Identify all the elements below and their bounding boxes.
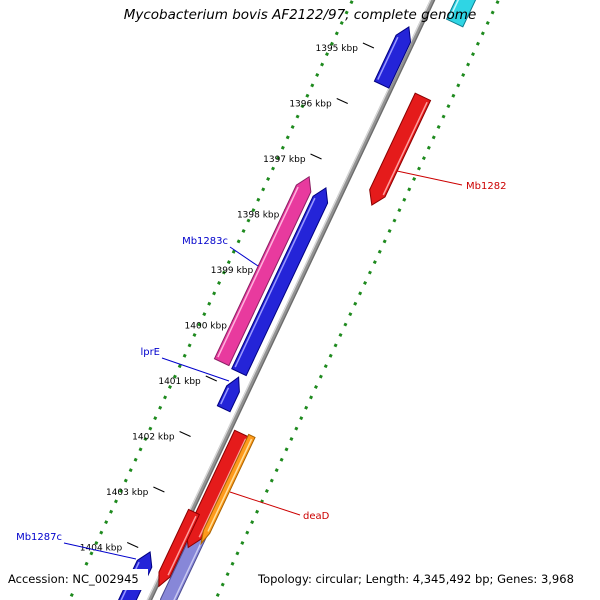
ruler-tick-label: 1404 kbp — [80, 544, 123, 554]
gene-gloss — [198, 438, 247, 538]
genome-backbone — [146, 0, 436, 600]
gene-shape-gene-top-cyan — [445, 0, 478, 28]
gene-label-Mb1282[interactable]: Mb1282 — [466, 181, 506, 192]
gene-shape-Mb1283c — [213, 175, 312, 367]
gene-shape-lprE — [216, 376, 240, 413]
ruler-tick-label: 1397 kbp — [263, 155, 306, 165]
ruler-tick — [179, 431, 191, 437]
genome-backbone-shadow — [150, 0, 436, 600]
gene-leader-lprE — [161, 357, 230, 382]
gene-leader-Mb1282 — [396, 170, 463, 186]
gene-arrow-lprE[interactable] — [216, 374, 245, 413]
gene-shape-gene-1395-blue — [373, 26, 412, 89]
genome-arc-dotted-outer — [67, 0, 355, 600]
gene-gloss — [207, 438, 253, 532]
gene-label-deaD[interactable]: deaD — [303, 511, 330, 522]
gene-arrow-gene-1395-blue[interactable] — [373, 23, 416, 89]
gene-gloss — [377, 36, 399, 80]
gene-gloss — [449, 0, 464, 18]
gene-label-lprE[interactable]: lprE — [140, 347, 160, 358]
gene-shape-Mb1282 — [369, 92, 432, 206]
gene-arrow-Mb1282[interactable] — [364, 92, 432, 208]
ruler-tick-label: 1399 kbp — [211, 266, 254, 276]
gene-shape-gene-long-blue — [231, 186, 329, 377]
gene-gloss — [220, 387, 230, 405]
ruler-tick-label: 1396 kbp — [289, 100, 332, 110]
accession-label: Accession: NC_002945 — [5, 569, 148, 590]
ruler-tick — [153, 486, 165, 493]
gene-arrow-Mb1283c[interactable] — [213, 173, 316, 367]
genome-backbone-highlight — [146, 0, 432, 600]
ruler-tick — [310, 153, 322, 160]
gene-gloss — [217, 186, 299, 358]
genome-arc-dotted-inner — [213, 0, 501, 600]
ruler-tick-label: 1395 kbp — [316, 44, 359, 54]
ruler-tick — [336, 98, 348, 104]
ruler-tick-label: 1400 kbp — [185, 322, 228, 332]
gene-gloss — [234, 197, 316, 368]
gene-arrow-deaD[interactable] — [198, 433, 256, 546]
gene-leader-Mb1287c — [63, 542, 137, 560]
ruler-tick-label: 1402 kbp — [132, 433, 175, 443]
ruler-tick — [127, 542, 139, 548]
gene-arrow-gene-top-cyan[interactable] — [445, 0, 483, 28]
gene-gloss — [167, 515, 197, 576]
ruler-tick-label: 1401 kbp — [158, 377, 201, 387]
gene-label-Mb1283c[interactable]: Mb1283c — [182, 236, 228, 247]
ruler-tick — [362, 42, 375, 49]
ruler-tick-label: 1398 kbp — [237, 211, 280, 221]
gene-leader-deaD — [229, 491, 301, 516]
ruler-tick-label: 1403 kbp — [106, 488, 149, 498]
gene-label-Mb1287c[interactable]: Mb1287c — [16, 532, 62, 543]
page-title: Mycobacterium bovis AF2122/97, complete … — [123, 7, 477, 23]
gene-gloss — [382, 101, 428, 196]
ruler-tick — [205, 375, 217, 382]
gene-leader-Mb1283c — [229, 246, 259, 267]
genome-stats-label: Topology: circular; Length: 4,345,492 bp… — [258, 572, 574, 586]
gene-arrow-gene-low-red-2[interactable] — [153, 508, 201, 588]
gene-arrow-gene-long-blue[interactable] — [231, 184, 333, 377]
